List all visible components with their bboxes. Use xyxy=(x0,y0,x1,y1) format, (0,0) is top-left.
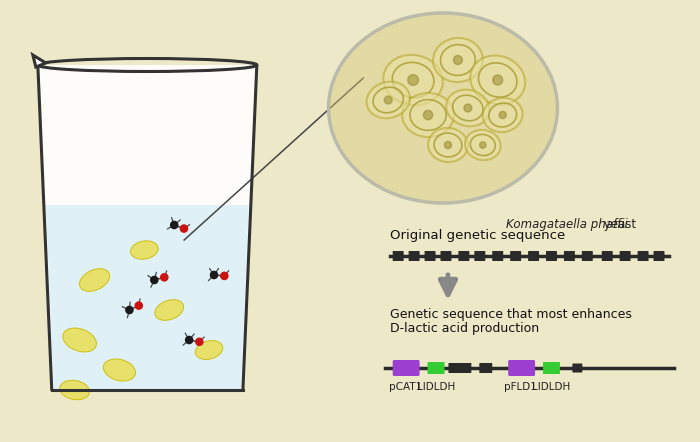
Circle shape xyxy=(454,56,463,65)
Ellipse shape xyxy=(433,38,483,82)
Ellipse shape xyxy=(328,13,557,203)
Text: D-lactic acid production: D-lactic acid production xyxy=(390,322,539,335)
Ellipse shape xyxy=(384,55,443,105)
Polygon shape xyxy=(33,55,46,67)
Circle shape xyxy=(171,221,178,229)
Text: LIDLDH: LIDLDH xyxy=(417,382,455,392)
FancyBboxPatch shape xyxy=(528,251,539,261)
FancyBboxPatch shape xyxy=(449,363,471,373)
Circle shape xyxy=(384,96,392,104)
Circle shape xyxy=(161,274,168,281)
FancyBboxPatch shape xyxy=(638,251,648,261)
FancyBboxPatch shape xyxy=(475,251,485,261)
FancyBboxPatch shape xyxy=(458,251,470,261)
FancyBboxPatch shape xyxy=(393,360,419,376)
FancyBboxPatch shape xyxy=(602,251,612,261)
Text: Original genetic sequence: Original genetic sequence xyxy=(390,229,566,242)
FancyBboxPatch shape xyxy=(425,251,435,261)
FancyBboxPatch shape xyxy=(393,251,404,261)
Text: LIDLDH: LIDLDH xyxy=(533,382,570,392)
Circle shape xyxy=(424,110,433,120)
Circle shape xyxy=(126,306,133,314)
FancyBboxPatch shape xyxy=(480,363,492,373)
Ellipse shape xyxy=(470,56,525,104)
FancyBboxPatch shape xyxy=(573,363,582,373)
FancyBboxPatch shape xyxy=(440,251,452,261)
Circle shape xyxy=(150,276,158,284)
Circle shape xyxy=(186,336,192,343)
Circle shape xyxy=(196,338,203,345)
Ellipse shape xyxy=(60,380,90,400)
Text: pCAT1: pCAT1 xyxy=(389,382,422,392)
FancyBboxPatch shape xyxy=(543,362,560,374)
FancyBboxPatch shape xyxy=(492,251,503,261)
FancyBboxPatch shape xyxy=(654,251,664,261)
Ellipse shape xyxy=(63,328,97,352)
Ellipse shape xyxy=(428,128,468,162)
Polygon shape xyxy=(46,205,248,390)
Ellipse shape xyxy=(104,359,136,381)
Text: Komagataella phaffii: Komagataella phaffii xyxy=(505,218,627,231)
Circle shape xyxy=(499,111,506,118)
FancyBboxPatch shape xyxy=(428,362,444,374)
Circle shape xyxy=(493,75,503,85)
Circle shape xyxy=(211,271,218,278)
Ellipse shape xyxy=(446,90,489,126)
Text: yeast: yeast xyxy=(601,218,636,231)
FancyBboxPatch shape xyxy=(409,251,419,261)
Circle shape xyxy=(220,272,228,279)
Circle shape xyxy=(480,142,486,148)
Ellipse shape xyxy=(195,341,223,359)
Ellipse shape xyxy=(155,300,183,320)
Polygon shape xyxy=(38,65,257,390)
Circle shape xyxy=(181,225,188,232)
Ellipse shape xyxy=(130,241,158,259)
Ellipse shape xyxy=(80,269,110,291)
Text: Genetic sequence that most enhances: Genetic sequence that most enhances xyxy=(390,308,632,321)
Text: pFLD1: pFLD1 xyxy=(504,382,537,392)
Ellipse shape xyxy=(402,93,454,137)
FancyBboxPatch shape xyxy=(564,251,575,261)
FancyBboxPatch shape xyxy=(546,251,557,261)
Ellipse shape xyxy=(483,98,522,132)
FancyBboxPatch shape xyxy=(620,251,631,261)
Ellipse shape xyxy=(367,82,410,118)
Circle shape xyxy=(135,302,142,309)
Circle shape xyxy=(407,75,419,85)
FancyBboxPatch shape xyxy=(510,251,521,261)
FancyBboxPatch shape xyxy=(508,360,535,376)
FancyBboxPatch shape xyxy=(582,251,593,261)
Circle shape xyxy=(444,141,452,149)
Circle shape xyxy=(464,104,472,112)
Ellipse shape xyxy=(465,130,500,160)
